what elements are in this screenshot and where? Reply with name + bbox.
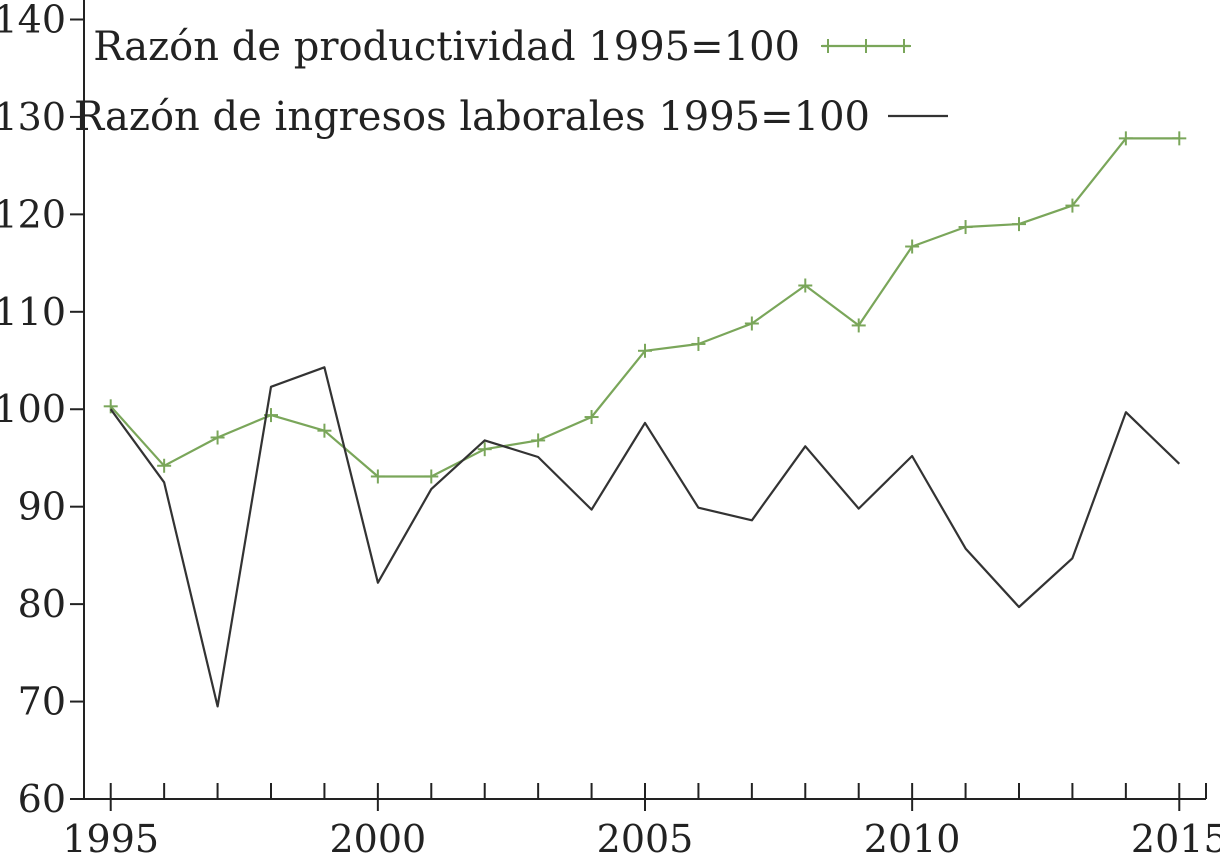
data-point [958, 220, 973, 235]
legend-label: Razón de ingresos laborales 1995=100 [74, 94, 870, 140]
x-tick-label: 2015 [1131, 817, 1220, 861]
data-point [1065, 198, 1080, 213]
chart-series [103, 131, 1187, 708]
y-tick-label: 140 [0, 0, 66, 41]
data-point [477, 442, 492, 457]
data-point [691, 336, 706, 351]
data-point [851, 318, 866, 333]
series-line-2 [109, 366, 1181, 708]
x-tick-label: 2010 [864, 817, 961, 861]
data-point [638, 343, 652, 358]
data-point [905, 239, 920, 254]
data-point [1118, 131, 1133, 146]
legend-label: Razón de productividad 1995=100 [93, 24, 800, 70]
data-point [744, 316, 759, 331]
y-tick-label: 70 [18, 680, 66, 724]
y-tick-label: 100 [0, 387, 66, 431]
data-point [317, 423, 332, 438]
y-tick-label: 110 [0, 290, 66, 334]
data-point [1012, 217, 1026, 232]
x-tick-label: 2000 [329, 817, 426, 861]
y-tick-label: 120 [0, 192, 66, 236]
chart-legend: Razón de productividad 1995=100 Razón de … [74, 24, 948, 140]
data-point [1172, 131, 1187, 146]
data-point [210, 430, 225, 445]
data-point [157, 458, 172, 473]
x-tick-label: 1995 [62, 817, 159, 861]
legend-item-1: Razón de productividad 1995=100 [93, 24, 911, 70]
data-point [531, 433, 546, 448]
data-point [424, 469, 439, 484]
data-point [798, 278, 813, 293]
legend-item-2: Razón de ingresos laborales 1995=100 [74, 94, 948, 140]
y-tick-label: 90 [18, 485, 66, 529]
data-point [370, 469, 385, 484]
x-tick-label: 2005 [597, 817, 694, 861]
series-line-1 [109, 137, 1180, 478]
y-tick-label: 130 [0, 95, 66, 139]
y-tick-label: 80 [18, 582, 66, 626]
data-point [584, 410, 599, 425]
y-tick-label: 60 [18, 777, 66, 821]
